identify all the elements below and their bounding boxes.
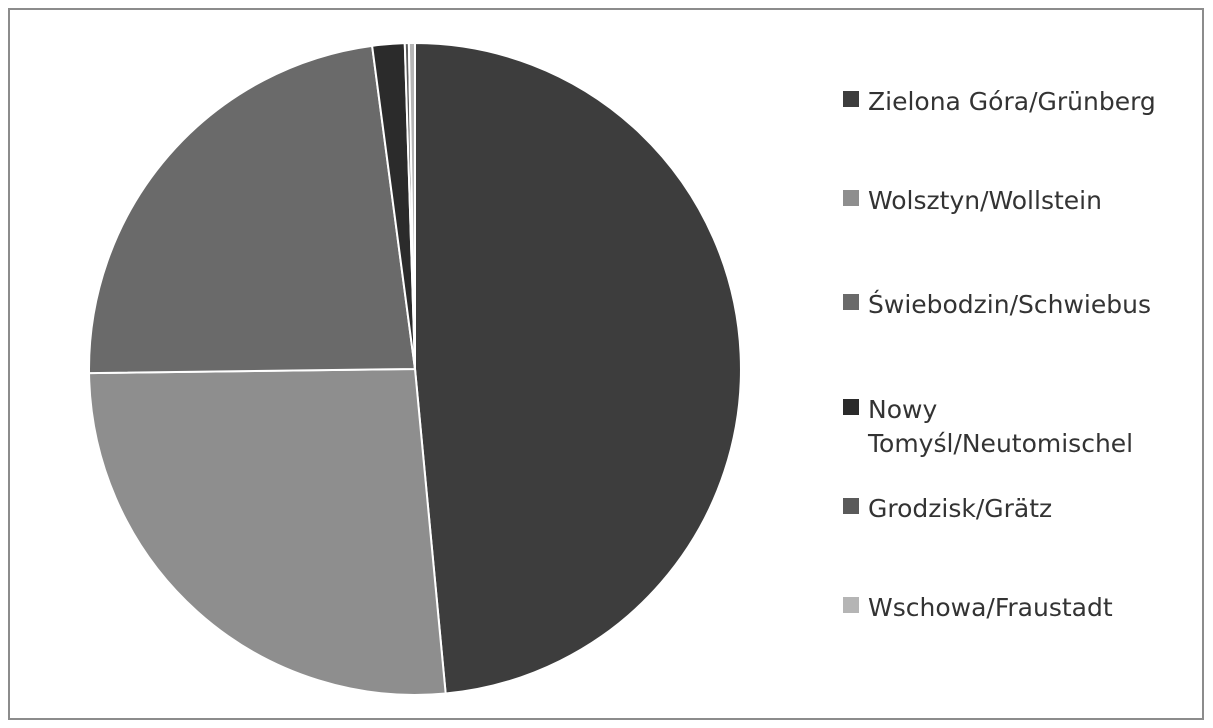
legend-label-2: Wolsztyn/Wollstein (868, 186, 1102, 215)
pie-slices (88, 42, 742, 696)
pie-slice-1 (414, 42, 742, 695)
legend-swatch-1 (843, 91, 859, 107)
legend-swatch-2 (843, 190, 859, 206)
chart-legend: Zielona Góra/Grünberg Wolsztyn/Wollstein Ś… (843, 87, 1156, 622)
pie-slice-6 (407, 42, 416, 370)
legend-swatch-3 (843, 294, 859, 310)
legend-swatch-4 (843, 399, 859, 415)
legend-label-5: Grodzisk/Grätz (868, 494, 1052, 523)
pie-slice-3 (88, 44, 416, 375)
legend-label-4: Nowy Tomyśl/Neutomischel (867, 395, 1133, 458)
legend-label-3: Świebodzin/Schwiebus (868, 289, 1151, 319)
legend-swatch-6 (843, 597, 859, 613)
pie-slice-2 (88, 368, 447, 696)
legend-swatch-5 (843, 498, 859, 514)
legend-label-1: Zielona Góra/Grünberg (868, 87, 1156, 116)
legend-label-6: Wschowa/Fraustadt (868, 593, 1113, 622)
